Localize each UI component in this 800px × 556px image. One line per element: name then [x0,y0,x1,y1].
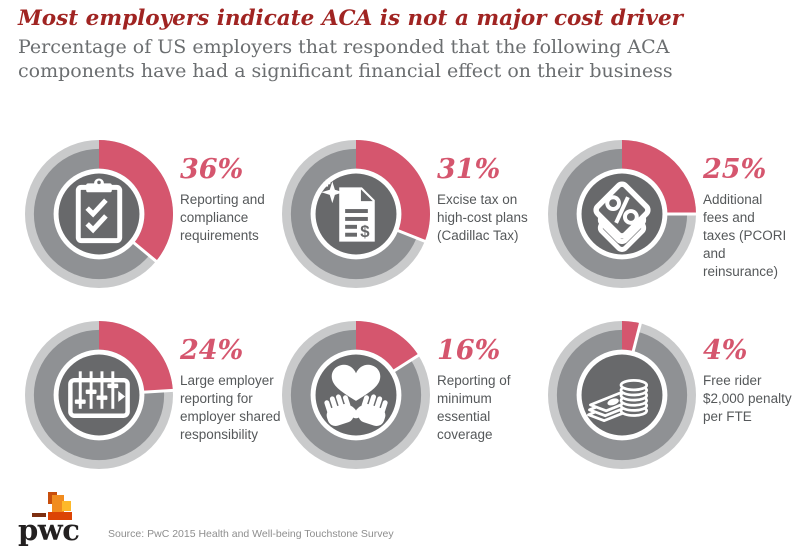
donut-caption: 36% Reporting and compliance requirement… [180,140,300,245]
donut-caption: 16% Reporting of minimum essential cover… [437,321,557,444]
arc-end-separator [138,388,173,395]
donut-card-shared-responsibility: 24% Large employer reporting for employe… [25,321,300,469]
percent-label: Additional fees and taxes (PCORI and rei… [703,192,787,279]
arc-end-separator [388,353,421,376]
donut-caption: 4% Free rider $2,000 penalty per FTE [703,321,800,426]
logo-wordmark: pwc [18,513,80,547]
percent-value: 24% [180,335,244,366]
percent-value: 36% [180,154,244,185]
donut-caption: 24% Large employer reporting for employe… [180,321,300,444]
page-subtitle: Percentage of US employers that responde… [18,35,673,83]
donut-chart [282,140,430,288]
donut-chart [548,321,696,469]
percent-label: Large employer reporting for employer sh… [180,373,281,442]
donut-value-arc [99,321,173,393]
donut-card-reporting-compliance: 36% Reporting and compliance requirement… [25,140,300,288]
donut-value-arc [622,321,641,352]
donut-chart [25,321,173,469]
donut-value-arc [356,140,430,242]
donut-card-essential-coverage: 16% Reporting of minimum essential cover… [282,321,557,469]
logo-block-orange [52,495,64,513]
donut-card-additional-fees: 25% Additional fees and taxes (PCORI and… [548,140,800,288]
donut-chart [548,140,696,288]
logo-block-maroon [32,513,46,517]
page-title: Most employers indicate ACA is not a maj… [18,6,683,31]
donut-value-arc [356,321,419,371]
source-note: Source: PwC 2015 Health and Well-being T… [108,528,394,540]
percent-label: Reporting and compliance requirements [180,192,265,243]
percent-value: 16% [437,335,501,366]
percent-value: 31% [437,154,501,185]
percent-label: Reporting of minimum essential coverage [437,373,511,442]
pwc-logo: pwc [16,490,96,552]
donut-caption: 31% Excise tax on high-cost plans (Cadil… [437,140,557,245]
arc-end-separator [630,321,643,358]
arc-end-separator [128,238,159,264]
donut-value-arc [622,140,696,214]
percent-value: 4% [703,335,748,366]
donut-chart [282,321,430,469]
donut-card-excise-tax: 31% Excise tax on high-cost plans (Cadil… [282,140,557,288]
donut-value-arc [99,140,173,262]
percent-value: 25% [703,154,767,185]
header: Most employers indicate ACA is not a maj… [18,6,738,84]
logo-block-yellow [62,501,71,511]
donut-caption: 25% Additional fees and taxes (PCORI and… [703,140,800,280]
percent-label: Free rider $2,000 penalty per FTE [703,373,792,424]
percent-label: Excise tax on high-cost plans (Cadillac … [437,192,528,243]
arc-end-separator [392,227,428,244]
donut-card-free-rider: 4% Free rider $2,000 penalty per FTE [548,321,800,469]
donut-chart [25,140,173,288]
logo-block-red [48,512,72,520]
